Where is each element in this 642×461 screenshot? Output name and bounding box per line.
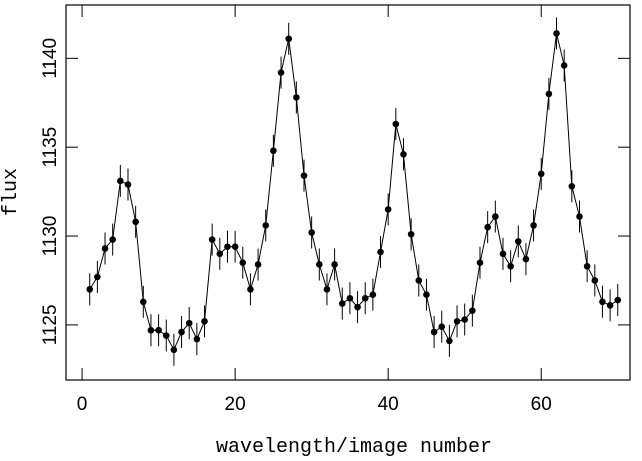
- data-point: [430, 328, 438, 336]
- data-point: [162, 332, 170, 339]
- data-point: [308, 229, 315, 236]
- data-point: [423, 291, 430, 298]
- data-point: [208, 236, 216, 243]
- y-tick-label: 1135: [40, 127, 61, 168]
- data-point: [155, 326, 162, 334]
- data-point: [193, 335, 201, 343]
- data-point: [254, 261, 262, 268]
- data-point: [514, 238, 522, 245]
- data-point: [530, 222, 537, 229]
- data-point: [576, 213, 583, 220]
- data-point: [139, 298, 147, 306]
- x-tick-label: 20: [225, 394, 246, 415]
- data-point: [285, 35, 292, 43]
- data-point: [568, 182, 576, 190]
- data-point: [438, 323, 446, 330]
- data-point: [94, 273, 101, 281]
- x-tick-label: 0: [77, 394, 88, 415]
- y-tick-label: 1125: [40, 304, 61, 345]
- data-point: [247, 286, 254, 293]
- data-point: [446, 337, 453, 345]
- data-point: [338, 300, 346, 307]
- plot-frame: [65, 4, 631, 381]
- data-point: [583, 262, 591, 270]
- data-point: [300, 172, 308, 179]
- x-axis-label: wavelength/image number: [216, 436, 492, 459]
- data-point: [507, 262, 514, 270]
- data-point: [606, 302, 614, 309]
- data-point: [484, 223, 491, 231]
- data-point: [377, 248, 384, 256]
- x-tick-label: 40: [378, 394, 399, 415]
- data-point: [201, 318, 208, 325]
- data-point: [522, 255, 530, 263]
- data-point: [476, 259, 484, 267]
- data-point: [599, 298, 606, 306]
- data-point: [415, 277, 423, 284]
- data-point: [384, 206, 392, 213]
- data-point: [117, 177, 124, 185]
- data-point: [86, 286, 94, 293]
- data-point: [147, 326, 155, 334]
- y-axis-label: flux: [0, 168, 23, 216]
- data-point: [101, 245, 109, 252]
- data-point: [124, 181, 132, 188]
- data-point: [553, 30, 560, 37]
- data-point: [461, 316, 469, 323]
- data-point: [277, 69, 285, 76]
- data-point: [560, 62, 568, 69]
- y-tick-label: 1140: [40, 38, 61, 79]
- x-tick-label: 60: [531, 394, 552, 415]
- data-point: [293, 94, 300, 101]
- data-point: [346, 294, 354, 302]
- data-point: [224, 243, 231, 251]
- data-point: [492, 213, 499, 220]
- data-point: [239, 259, 247, 267]
- data-point: [400, 150, 407, 158]
- data-point: [392, 120, 400, 128]
- data-point: [270, 147, 277, 155]
- data-point: [323, 286, 331, 293]
- data-point: [545, 90, 553, 98]
- data-point: [216, 250, 224, 258]
- data-line: [89, 33, 619, 351]
- data-point: [262, 222, 270, 229]
- data-point: [316, 261, 323, 268]
- data-point: [185, 319, 193, 327]
- data-point: [178, 328, 185, 336]
- data-point: [132, 218, 139, 226]
- data-point: [499, 250, 507, 258]
- data-point: [407, 230, 415, 238]
- y-tick-label: 1130: [40, 216, 61, 257]
- data-point: [109, 236, 116, 243]
- data-point: [361, 294, 369, 302]
- data-point: [537, 170, 545, 178]
- data-point: [231, 243, 239, 251]
- data-point: [354, 303, 361, 311]
- data-point: [591, 277, 599, 284]
- data-point: [614, 296, 622, 304]
- data-point: [469, 307, 476, 314]
- data-point: [369, 291, 377, 298]
- data-point: [170, 346, 178, 354]
- data-point: [453, 318, 461, 325]
- data-point: [331, 261, 338, 268]
